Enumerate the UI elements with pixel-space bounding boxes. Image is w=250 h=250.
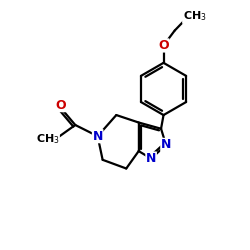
Text: N: N [92, 130, 103, 143]
Text: O: O [158, 39, 169, 52]
Text: N: N [146, 152, 156, 165]
Text: N: N [161, 138, 171, 151]
Text: CH$_3$: CH$_3$ [36, 132, 59, 146]
Text: O: O [55, 98, 66, 112]
Text: CH$_3$: CH$_3$ [183, 10, 206, 23]
